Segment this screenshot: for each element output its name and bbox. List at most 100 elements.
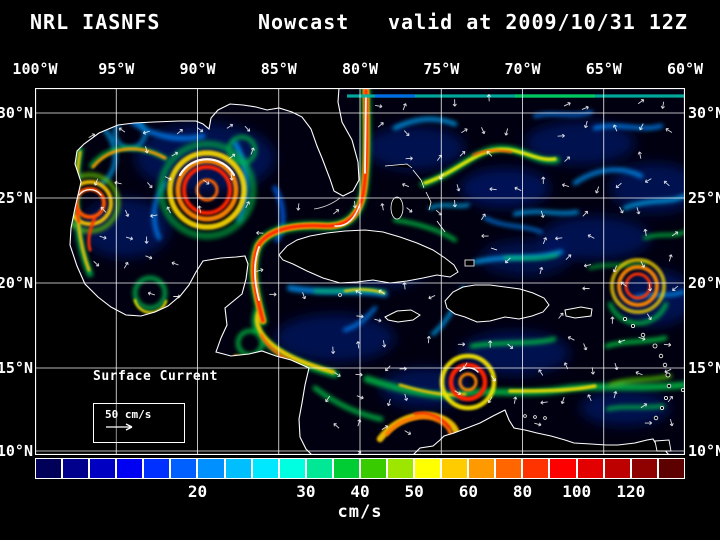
current-arrow-icon xyxy=(561,183,570,188)
current-arrow-icon xyxy=(663,180,670,187)
current-arrow-icon xyxy=(402,103,407,111)
current-arrow-icon xyxy=(404,393,409,401)
current-arrow-icon xyxy=(402,182,410,188)
island-hispaniola xyxy=(444,284,550,323)
current-arrow-icon xyxy=(399,366,407,371)
current-arrow-icon xyxy=(462,362,468,370)
lat-label: 15°N xyxy=(688,359,720,377)
colorbar-segment xyxy=(278,458,306,479)
current-arrow-icon xyxy=(558,312,564,319)
current-arrow-icon xyxy=(539,266,544,275)
map-border xyxy=(35,88,685,455)
run-type: Nowcast xyxy=(258,10,350,34)
current-arrow-icon xyxy=(660,101,665,109)
current-arrow-icon xyxy=(490,375,496,382)
colorbar-ticks: 20 30 40 50 60 80 100 120 xyxy=(35,482,685,501)
current-arrow-icon xyxy=(583,343,588,351)
current-arrow-icon xyxy=(123,261,129,269)
lon-label: 60°W xyxy=(666,60,704,78)
island-jamaica xyxy=(384,309,421,323)
grid-lines xyxy=(35,88,685,455)
current-arrow-icon xyxy=(637,151,642,159)
current-arrow-icon xyxy=(171,151,179,157)
current-arrow-icon xyxy=(404,430,412,435)
current-arrow-icon xyxy=(488,340,493,348)
current-arrow-icon xyxy=(381,425,389,430)
current-arrow-icon xyxy=(229,173,234,181)
lat-label: 30°N xyxy=(0,104,33,122)
current-arrow-icon xyxy=(144,236,149,244)
current-arrow-icon xyxy=(504,128,509,136)
lon-label: 75°W xyxy=(423,60,460,78)
lon-label: 85°W xyxy=(260,60,297,78)
current-arrow-icon xyxy=(176,129,183,135)
current-arrow-icon xyxy=(489,187,497,192)
current-arrow-icon xyxy=(403,130,410,137)
lat-label: 10°N xyxy=(0,442,33,460)
current-arrow-icon xyxy=(640,261,646,268)
current-arrow-icon xyxy=(542,237,548,245)
current-arrow-icon xyxy=(114,180,122,185)
current-arrow-icon xyxy=(150,213,158,218)
lat-label: 10°N xyxy=(688,442,720,460)
current-arrow-icon xyxy=(644,420,653,426)
current-arrow-icon xyxy=(637,99,645,105)
current-arrow-icon xyxy=(355,372,363,377)
current-arrow-icon xyxy=(352,200,357,209)
current-arrow-icon xyxy=(426,335,431,344)
current-arrow-icon xyxy=(196,127,204,133)
islands-lesser-antilles xyxy=(338,293,685,421)
current-arrow-icon xyxy=(486,150,493,157)
current-arrow-icon xyxy=(147,291,155,296)
current-arrow-icon xyxy=(405,156,413,161)
current-arrow-icon xyxy=(613,124,618,132)
current-arrow-icon xyxy=(480,213,486,221)
current-arrow-icon xyxy=(436,154,442,161)
colorbar-segment xyxy=(116,458,144,479)
current-arrow-icon xyxy=(125,209,130,217)
current-arrow-icon xyxy=(664,368,672,374)
current-arrow-icon xyxy=(534,422,542,427)
current-arrow-icon xyxy=(668,254,673,262)
current-arrow-icon xyxy=(555,236,563,241)
colorbar-unit-label: cm/s xyxy=(337,502,383,522)
current-arrow-icon xyxy=(644,178,652,183)
lat-label: 25°N xyxy=(0,189,33,207)
lon-label: 95°W xyxy=(98,60,135,78)
colorbar-segment xyxy=(495,458,523,479)
surface-current-label: Surface Current xyxy=(93,369,218,384)
island-cuba xyxy=(278,229,459,284)
colorbar-segment xyxy=(62,458,90,479)
current-arrow-icon xyxy=(671,231,679,237)
current-arrow-icon xyxy=(356,314,364,319)
colorbar-segment xyxy=(89,458,117,479)
colorbar-segment xyxy=(441,458,469,479)
current-arrow-icon xyxy=(672,285,679,291)
colorbar-segment xyxy=(143,458,171,479)
current-arrow-icon xyxy=(164,176,172,181)
current-arrow-icon xyxy=(567,336,575,341)
current-arrow-icon xyxy=(302,292,307,300)
coastline-south-america xyxy=(412,409,670,455)
colorbar-segment xyxy=(251,458,279,479)
current-arrow-icon xyxy=(565,254,572,260)
current-arrow-icon xyxy=(203,179,210,185)
current-arrow-icon xyxy=(385,365,391,372)
current-arrow-icon xyxy=(256,230,264,235)
current-arrow-icon xyxy=(435,209,442,216)
current-arrow-icon xyxy=(507,343,514,349)
scale-arrow-icon xyxy=(106,423,133,431)
current-arrow-icon xyxy=(229,153,236,159)
ocean-current-map-graphic xyxy=(35,88,685,455)
current-arrow-icon xyxy=(144,146,149,154)
colorbar-segment xyxy=(305,458,333,479)
model-name: NRL IASNFS xyxy=(30,10,161,34)
current-arrow-icon xyxy=(487,396,493,404)
colorbar-segment xyxy=(468,458,496,479)
current-arrow-icon xyxy=(244,125,251,132)
colorbar-segment xyxy=(522,458,550,479)
current-arrow-icon xyxy=(88,133,96,139)
current-arrow-icon xyxy=(646,313,652,321)
current-arrow-icon xyxy=(640,403,648,409)
colorbar-tick-label: 100 xyxy=(562,482,592,501)
